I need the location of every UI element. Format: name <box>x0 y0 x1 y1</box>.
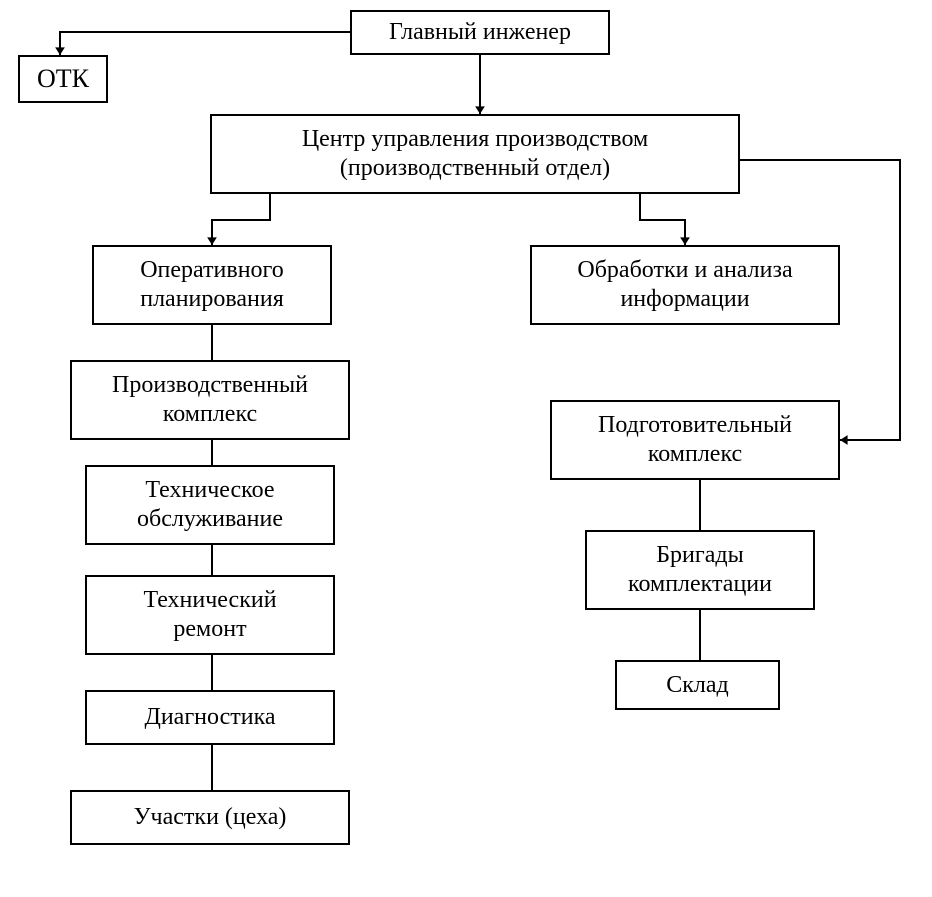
node-label: Участки (цеха) <box>134 803 287 832</box>
node-diag: Диагностика <box>85 690 335 745</box>
node-cells: Участки (цеха) <box>70 790 350 845</box>
node-label: Оперативного планирования <box>140 256 284 314</box>
node-label: Техническое обслуживание <box>137 476 283 534</box>
org-flowchart: Главный инженер ОТК Центр управления произ… <box>0 0 932 897</box>
node-stock: Склад <box>615 660 780 710</box>
node-oper: Оперативного планирования <box>92 245 332 325</box>
edge-center-oper <box>212 194 270 245</box>
node-ana: Обработки и анализа информации <box>530 245 840 325</box>
node-tr: Технический ремонт <box>85 575 335 655</box>
node-otk: ОТК <box>18 55 108 103</box>
node-chief: Главный инженер <box>350 10 610 55</box>
node-label: Обработки и анализа информации <box>577 256 792 314</box>
node-label: Главный инженер <box>389 18 571 47</box>
node-label: Диагностика <box>144 703 275 732</box>
node-label: Склад <box>666 671 729 700</box>
node-label: Подготовительный комплекс <box>598 411 792 469</box>
node-to: Техническое обслуживание <box>85 465 335 545</box>
node-label: Технический ремонт <box>143 586 276 644</box>
node-label: Производственный комплекс <box>112 371 308 429</box>
node-brig: Бригады комплектации <box>585 530 815 610</box>
node-label: Центр управления производством (производ… <box>302 125 648 183</box>
edge-chief-otk <box>60 32 350 55</box>
node-prep: Подготовительный комплекс <box>550 400 840 480</box>
edge-center-ana <box>640 194 685 245</box>
node-prod: Производственный комплекс <box>70 360 350 440</box>
node-label: Бригады комплектации <box>628 541 772 599</box>
node-center: Центр управления производством (производ… <box>210 114 740 194</box>
node-label: ОТК <box>37 63 89 94</box>
